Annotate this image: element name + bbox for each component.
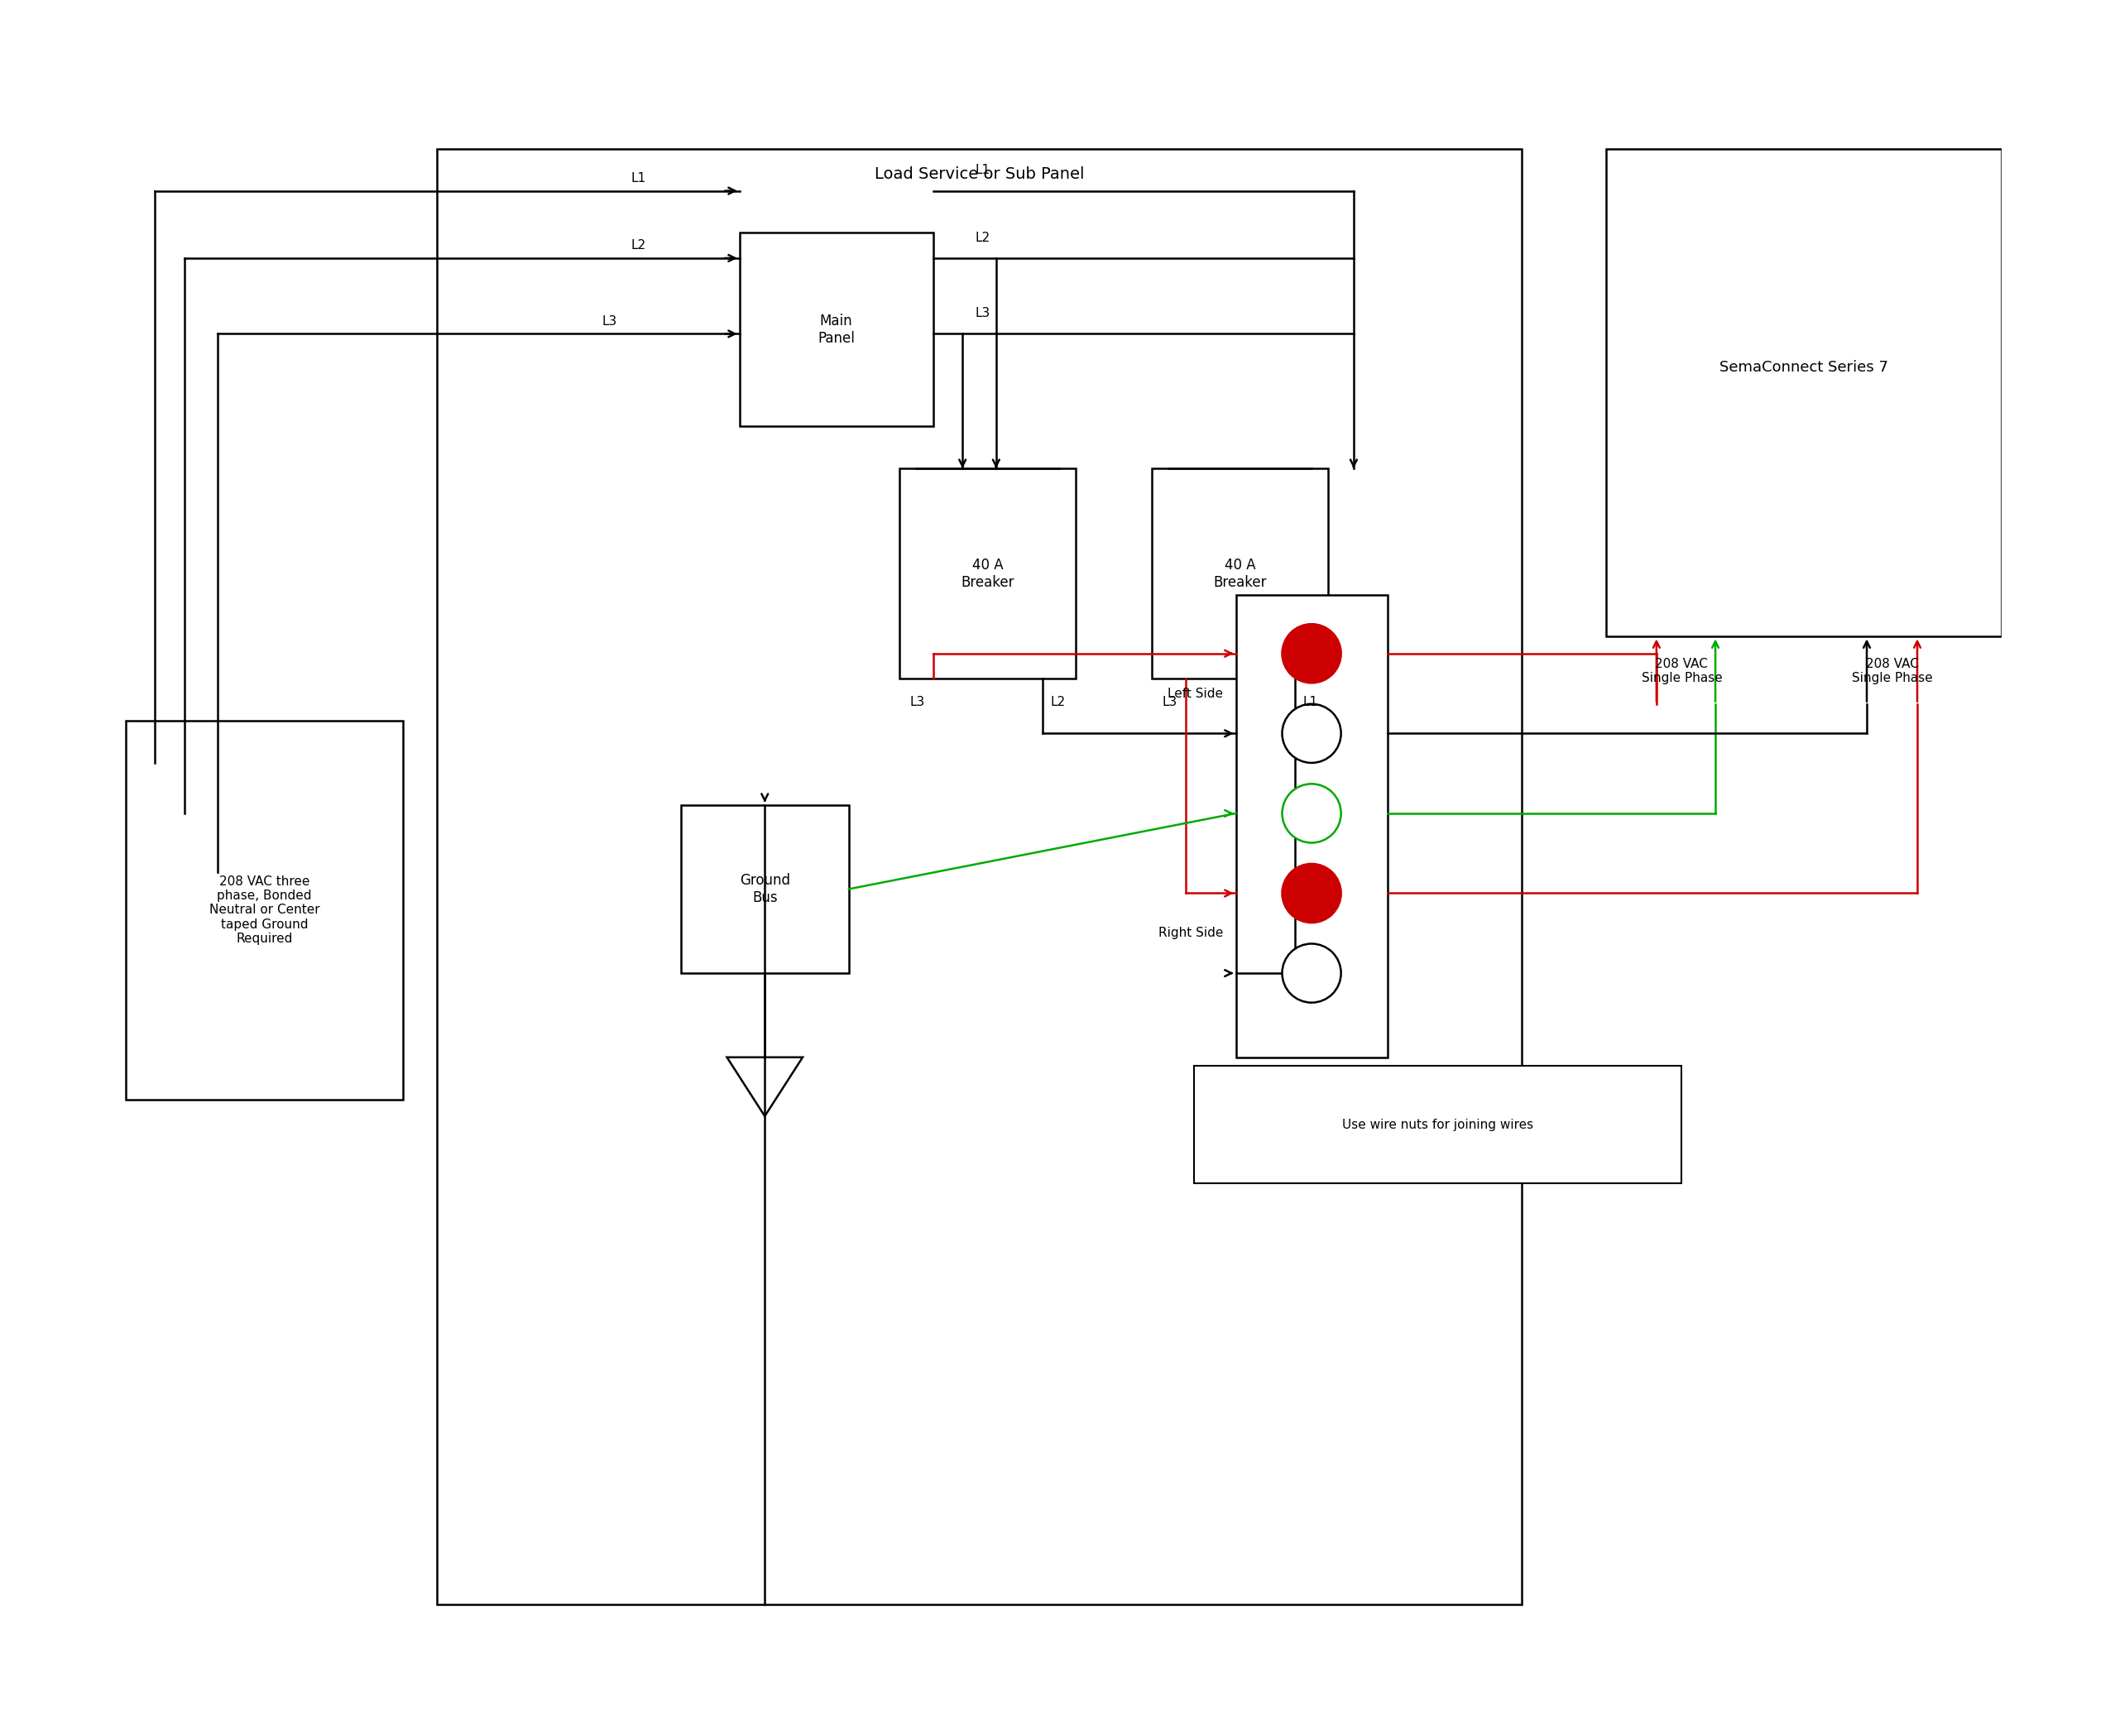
Bar [437,149,1521,1604]
Text: 208 VAC
Single Phase: 208 VAC Single Phase [1642,658,1722,684]
Text: L3: L3 [909,696,924,708]
Circle shape [1283,623,1342,682]
Text: L3: L3 [601,314,616,328]
Circle shape [1283,705,1342,762]
Bar [738,233,933,427]
Bar [1152,469,1329,679]
Circle shape [1283,785,1342,842]
Circle shape [1283,944,1342,1003]
Bar [124,720,403,1099]
Text: Use wire nuts for joining wires: Use wire nuts for joining wires [1342,1118,1534,1130]
Bar [682,806,848,974]
Text: L1: L1 [631,172,646,184]
Text: Right Side: Right Side [1158,927,1224,939]
Text: 40 A
Breaker: 40 A Breaker [1213,557,1266,590]
Text: L1: L1 [975,165,990,177]
Text: L3: L3 [1163,696,1177,708]
Text: Left Side: Left Side [1167,687,1224,700]
Text: L2: L2 [1051,696,1066,708]
Text: Load Service or Sub Panel: Load Service or Sub Panel [874,167,1085,182]
Text: L2: L2 [631,240,646,252]
Text: 208 VAC
Single Phase: 208 VAC Single Phase [1853,658,1933,684]
Text: L3: L3 [975,307,990,319]
Bar [1194,1066,1682,1184]
Text: L1: L1 [1304,696,1319,708]
Circle shape [1283,865,1342,922]
Bar [1606,149,2002,637]
Text: L2: L2 [975,231,990,243]
Text: 40 A
Breaker: 40 A Breaker [960,557,1015,590]
Bar [899,469,1076,679]
Text: 208 VAC three
phase, Bonded
Neutral or Center
taped Ground
Required: 208 VAC three phase, Bonded Neutral or C… [209,875,319,944]
Text: Main
Panel: Main Panel [819,314,855,345]
Text: SemaConnect Series 7: SemaConnect Series 7 [1720,359,1888,375]
Bar [1236,595,1386,1057]
Text: Ground
Bus: Ground Bus [738,873,789,904]
